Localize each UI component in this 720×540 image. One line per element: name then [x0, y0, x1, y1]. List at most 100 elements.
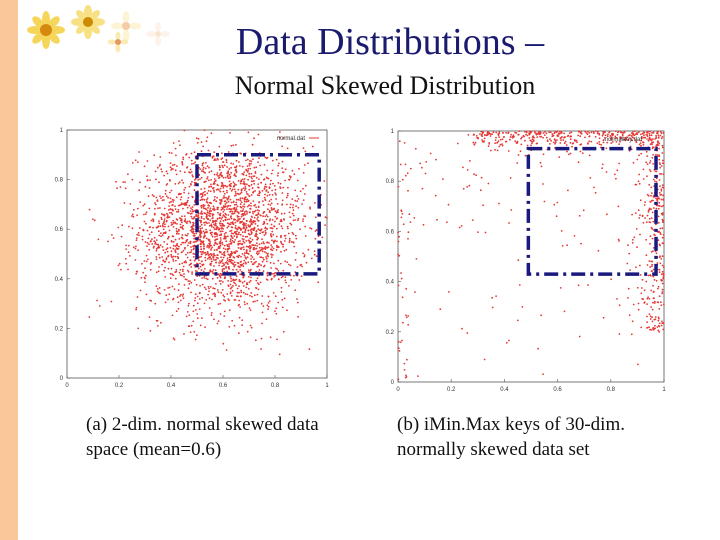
scatter-point: [658, 256, 661, 259]
scatter-point: [662, 277, 665, 280]
scatter-point: [223, 315, 226, 317]
scatter-point: [229, 175, 232, 178]
scatter-point: [188, 283, 191, 285]
scatter-point: [194, 270, 197, 272]
scatter-point: [173, 163, 176, 166]
scatter-point: [602, 139, 605, 141]
scatter-point: [228, 243, 230, 246]
scatter-point: [267, 308, 269, 311]
scatter-point: [273, 185, 276, 187]
scatter-point: [275, 158, 278, 161]
scatter-point: [190, 207, 192, 209]
scatter-point: [645, 131, 648, 134]
scatter-point: [148, 207, 151, 210]
scatter-point: [162, 222, 164, 225]
scatter-point: [125, 262, 128, 265]
scatter-point: [142, 204, 145, 207]
scatter-point: [150, 219, 153, 222]
scatter-point: [209, 219, 212, 222]
scatter-point: [237, 188, 240, 191]
scatter-point: [217, 291, 220, 294]
scatter-point: [184, 186, 187, 189]
scatter-point: [434, 194, 437, 197]
scatter-point: [254, 190, 256, 192]
scatter-point: [229, 260, 232, 263]
scatter-point: [658, 243, 661, 246]
scatter-point: [219, 302, 222, 305]
scatter-point: [280, 276, 283, 279]
scatter-point: [228, 168, 231, 170]
scatter-point: [257, 283, 260, 286]
scatter-point: [252, 300, 255, 303]
scatter-point: [204, 221, 207, 224]
scatter-point: [208, 186, 210, 188]
scatter-point: [206, 257, 209, 260]
scatter-point: [255, 247, 257, 250]
scatter-point: [203, 277, 206, 279]
scatter-point: [265, 218, 268, 221]
scatter-point: [146, 160, 149, 162]
scatter-point: [164, 301, 167, 304]
scatter-point: [326, 217, 328, 219]
scatter-point: [176, 244, 179, 247]
scatter-point: [657, 221, 660, 224]
scatter-point: [170, 169, 172, 171]
scatter-point: [154, 242, 156, 245]
scatter-point: [530, 144, 532, 147]
scatter-point: [255, 235, 257, 238]
scatter-point: [193, 232, 195, 235]
scatter-point: [270, 198, 273, 201]
scatter-point: [222, 219, 225, 222]
scatter-point: [247, 168, 250, 170]
scatter-point: [229, 205, 232, 207]
scatter-point: [647, 296, 649, 299]
scatter-point: [627, 139, 630, 141]
scatter-point: [228, 326, 231, 328]
scatter-point: [245, 191, 248, 193]
scatter-point: [584, 130, 587, 133]
scatter-point: [594, 136, 597, 138]
scatter-point: [231, 210, 234, 213]
scatter-point: [166, 250, 169, 253]
scatter-point: [635, 266, 637, 269]
scatter-point: [226, 226, 229, 229]
scatter-point: [244, 303, 246, 306]
scatter-point: [215, 220, 218, 222]
scatter-point: [620, 137, 623, 140]
scatter-point: [272, 233, 275, 236]
scatter-point: [207, 293, 210, 296]
scatter-point: [157, 225, 160, 228]
scatter-point: [250, 180, 253, 183]
scatter-point: [177, 182, 180, 185]
scatter-point: [649, 235, 652, 238]
scatter-point: [655, 223, 657, 226]
scatter-point: [222, 214, 225, 217]
scatter-point: [494, 148, 496, 151]
scatter-point: [208, 242, 211, 245]
scatter-point: [249, 208, 252, 210]
scatter-point: [229, 287, 232, 290]
scatter-point: [259, 232, 261, 235]
scatter-point: [246, 302, 249, 305]
scatter-point: [147, 237, 150, 240]
scatter-point: [255, 166, 258, 169]
scatter-point: [262, 270, 265, 272]
scatter-point: [224, 248, 227, 251]
scatter-point: [651, 263, 654, 266]
scatter-point: [230, 286, 233, 289]
scatter-point: [247, 261, 250, 264]
scatter-point: [560, 139, 562, 141]
x-tick-label: 0.6: [553, 387, 562, 393]
scatter-point: [220, 227, 223, 230]
scatter-point: [175, 173, 178, 176]
scatter-point: [261, 238, 263, 241]
scatter-point: [117, 264, 120, 267]
scatter-point: [297, 219, 299, 222]
scatter-point: [148, 316, 151, 318]
scatter-point: [578, 130, 580, 133]
scatter-point: [641, 287, 643, 289]
scatter-point: [215, 283, 217, 285]
scatter-point: [236, 219, 239, 222]
scatter-point: [297, 217, 300, 220]
scatter-point: [508, 339, 510, 342]
